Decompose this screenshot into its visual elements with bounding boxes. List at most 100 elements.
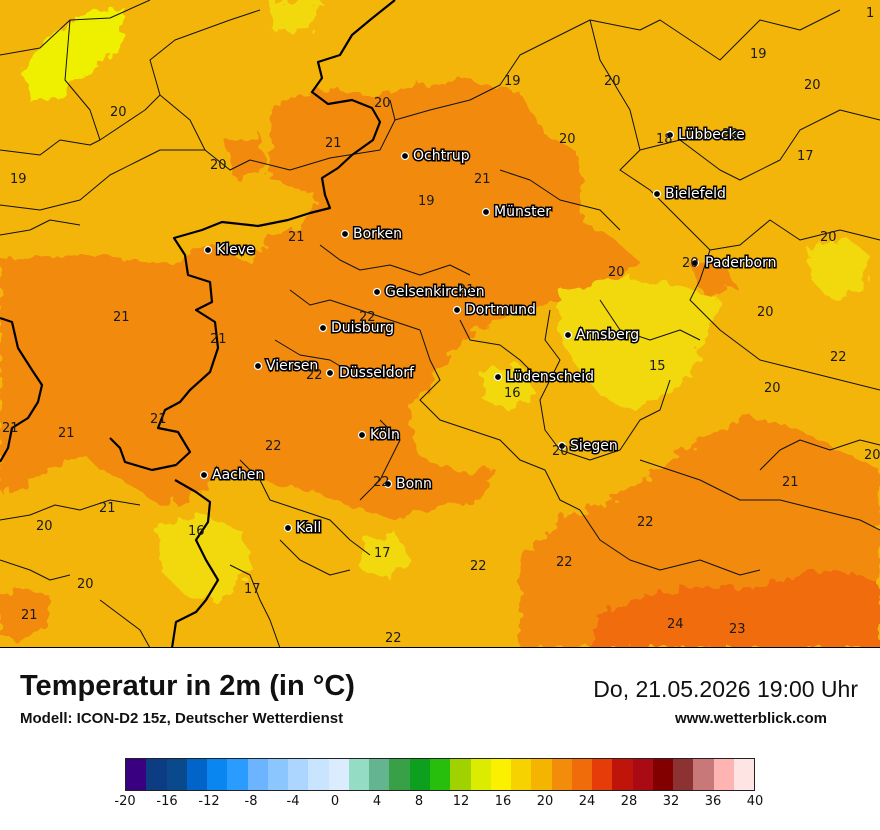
city-label: Viersen [266, 358, 318, 374]
legend-swatch [470, 759, 491, 790]
city-dot [493, 372, 503, 382]
city-label: Borken [353, 226, 402, 242]
city-dot [325, 368, 335, 378]
temperature-value: 24 [667, 617, 684, 632]
temperature-value: 20 [722, 127, 739, 142]
legend-swatch [733, 759, 755, 790]
legend-swatch [348, 759, 370, 790]
temperature-value: 20 [820, 230, 837, 245]
temperature-value: 22 [359, 310, 376, 325]
temperature-value: 21 [474, 172, 491, 187]
model-source: Modell: ICON-D2 15z, Deutscher Wetterdie… [20, 710, 344, 727]
legend-swatch [450, 759, 471, 790]
legend-swatch [490, 759, 512, 790]
legend-tick: 8 [414, 794, 424, 809]
temperature-value: 21 [458, 283, 475, 298]
city-label: Bielefeld [665, 186, 726, 202]
city-dot [318, 323, 328, 333]
temperature-value: 22 [637, 515, 654, 530]
city-label: Arnsberg [576, 327, 639, 343]
temperature-value: 22 [265, 439, 282, 454]
legend-tick: 12 [452, 794, 470, 809]
legend-swatch [369, 759, 390, 790]
city-label: Lüdenscheid [506, 369, 594, 385]
legend-swatch [207, 759, 228, 790]
legend-tick: -4 [286, 794, 300, 809]
temperature-value: 20 [608, 265, 625, 280]
city-dot [452, 305, 462, 315]
temperature-value: 22 [830, 350, 847, 365]
legend-swatch [632, 759, 653, 790]
city-dot [557, 441, 567, 451]
city-label: Bonn [396, 476, 432, 492]
temperature-value: 19 [10, 172, 27, 187]
city-dot [372, 287, 382, 297]
temperature-value: 20 [552, 444, 569, 459]
city-dot [400, 151, 410, 161]
legend-tick: 40 [746, 794, 764, 809]
legend-swatch [511, 759, 532, 790]
legend-swatch [531, 759, 552, 790]
temperature-value: 21 [210, 332, 227, 347]
temperature-value: 20 [804, 78, 821, 93]
temperature-value: 22 [470, 559, 487, 574]
legend-swatch [612, 759, 633, 790]
legend-tick: 4 [372, 794, 382, 809]
temperature-value: 20 [757, 305, 774, 320]
legend-swatch [146, 759, 167, 790]
country-borders [0, 0, 396, 648]
temperature-value: 20 [210, 158, 227, 173]
color-legend [125, 758, 755, 791]
legend-swatch [571, 759, 593, 790]
legend-tick: 36 [704, 794, 722, 809]
website-link[interactable]: www.wetterblick.com [675, 710, 827, 727]
city-label: Kall [296, 520, 321, 536]
city-dot [203, 245, 213, 255]
city-dot [253, 361, 263, 371]
legend-tick: -12 [198, 794, 220, 809]
legend-tick: 32 [662, 794, 680, 809]
temperature-value: 1 [866, 6, 874, 21]
legend-swatch [389, 759, 410, 790]
temperature-value: 22 [373, 475, 390, 490]
temperature-value: 19 [504, 74, 521, 89]
city-dot [199, 470, 209, 480]
temperature-value: 21 [58, 426, 75, 441]
temperature-value: 16 [504, 386, 521, 401]
temperature-value: 20 [374, 96, 391, 111]
temperature-value: 19 [750, 47, 767, 62]
legend-swatch [592, 759, 613, 790]
legend-swatch [652, 759, 674, 790]
temperature-map: Ochtrup Münster Bielefeld Lübbecke Pader… [0, 0, 880, 648]
temperature-value: 18 [656, 132, 673, 147]
legend-tick: 24 [578, 794, 596, 809]
temperature-value: 19 [418, 194, 435, 209]
temperature-value: 21 [21, 608, 38, 623]
city-label: Köln [370, 427, 400, 443]
temperature-value: 21 [288, 230, 305, 245]
temperature-value: 20 [764, 381, 781, 396]
temperature-value: 16 [188, 524, 205, 539]
city-label: Düsseldorf [339, 365, 415, 381]
legend-swatch [247, 759, 268, 790]
temperature-value: 20 [864, 448, 880, 463]
city-dot [652, 189, 662, 199]
legend-swatch [328, 759, 349, 790]
legend-swatch [166, 759, 187, 790]
forecast-datetime: Do, 21.05.2026 19:00 Uhr [593, 676, 858, 702]
legend-tick: -20 [114, 794, 136, 809]
temperature-value: 22 [306, 368, 323, 383]
temperature-value: 17 [374, 546, 391, 561]
legend-tick: 20 [536, 794, 554, 809]
legend-swatch [267, 759, 289, 790]
legend-swatch [227, 759, 248, 790]
map-title: Temperatur in 2m (in °C) [20, 670, 355, 702]
legend-tick: -8 [244, 794, 258, 809]
hot-zone-24 [590, 570, 880, 648]
temperature-value: 20 [36, 519, 53, 534]
temperature-value: 17 [797, 149, 814, 164]
city-dot [690, 258, 700, 268]
city-label: Paderborn [705, 255, 776, 271]
temperature-value: 23 [729, 622, 746, 637]
legend-tick: -16 [156, 794, 178, 809]
